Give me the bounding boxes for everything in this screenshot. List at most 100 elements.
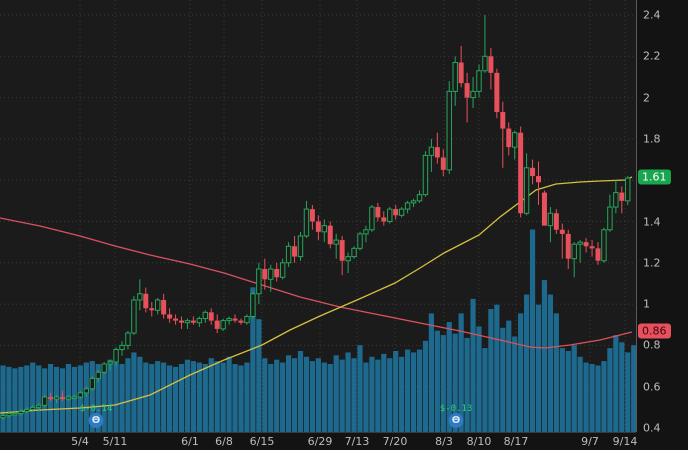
candle-down[interactable] [458,62,464,84]
candle-up[interactable] [202,311,209,320]
candle-down[interactable] [179,320,184,323]
candle-up[interactable] [226,318,232,322]
candle-down[interactable] [440,157,446,170]
candle-up[interactable] [41,396,48,406]
candle-up[interactable] [220,320,226,330]
candle-up[interactable] [422,154,429,196]
candle-up[interactable] [12,413,18,416]
candle-down[interactable] [143,293,149,309]
candle-down[interactable] [375,207,381,218]
candle-up[interactable] [369,206,375,231]
candle-up[interactable] [155,299,161,311]
candle-up[interactable] [250,293,256,317]
candle-up[interactable] [256,268,262,295]
candle-up[interactable] [184,320,191,324]
candle-up[interactable] [113,349,119,363]
candle-down[interactable] [536,176,541,183]
candle-up[interactable] [613,192,619,208]
candle-down[interactable] [464,83,470,98]
candle-up[interactable] [71,396,78,400]
candle-up[interactable] [404,202,411,210]
candle-up[interactable] [30,406,36,410]
candle-up[interactable] [601,229,607,262]
candle-down[interactable] [506,128,512,148]
candle-down[interactable] [232,318,238,321]
candle-up[interactable] [625,177,631,202]
candle-down[interactable] [327,225,333,245]
candle-up[interactable] [476,70,482,92]
candle-up[interactable] [101,363,107,373]
candle-up[interactable] [18,410,24,415]
candle-down[interactable] [488,56,494,73]
candle-up[interactable] [77,392,84,398]
candle-up[interactable] [357,233,363,249]
candle-down[interactable] [494,72,500,113]
candle-down[interactable] [167,314,173,319]
candle-down[interactable] [589,246,595,249]
candle-up[interactable] [512,132,518,148]
candle-up[interactable] [137,293,143,301]
candle-up[interactable] [196,318,203,324]
candle-up[interactable] [285,245,292,264]
candle-up[interactable] [125,332,131,346]
candle-down[interactable] [161,299,167,315]
candle-down[interactable] [274,268,280,278]
candle-down[interactable] [149,308,155,311]
candle-down[interactable] [208,312,214,321]
candle-down[interactable] [619,192,625,201]
candle-up[interactable] [387,208,393,223]
candle-up[interactable] [131,299,137,334]
candle-up[interactable] [416,194,423,202]
candle-up[interactable] [65,396,72,400]
candle-up[interactable] [119,344,125,351]
candle-up[interactable] [53,396,60,400]
candle-up[interactable] [410,200,417,204]
candle-up[interactable] [607,206,613,231]
candle-up[interactable] [321,225,328,233]
candle-up[interactable] [268,268,274,280]
candle-down[interactable] [583,242,589,247]
candle-up[interactable] [303,208,310,237]
candle-up[interactable] [452,61,458,92]
candle-up[interactable] [446,90,452,171]
candle-up[interactable] [0,415,6,419]
candle-up[interactable] [107,361,113,365]
candle-up[interactable] [244,315,250,324]
candle-down[interactable] [309,209,315,222]
candle-down[interactable] [559,229,565,234]
candle-down[interactable] [315,221,321,232]
candle-down[interactable] [518,132,524,214]
candle-up[interactable] [577,241,583,245]
candle-up[interactable] [547,212,554,227]
candle-up[interactable] [6,413,12,417]
candle-down[interactable] [553,213,559,230]
candle-down[interactable] [173,318,179,321]
candle-up[interactable] [470,90,476,99]
candle-down[interactable] [190,320,196,323]
earnings-lightbulb-icon[interactable]: Θ [88,413,104,428]
candle-down[interactable] [48,397,54,400]
candle-up[interactable] [95,371,101,379]
candle-down[interactable] [214,320,220,329]
candle-up[interactable] [398,208,405,216]
candle-up[interactable] [428,146,435,156]
candle-down[interactable] [60,397,65,400]
candle-down[interactable] [595,248,601,261]
candle-down[interactable] [381,217,387,222]
candle-up[interactable] [351,247,357,258]
candle-up[interactable] [279,262,286,278]
candle-down[interactable] [565,233,571,259]
candle-down[interactable] [434,147,440,158]
candle-up[interactable] [363,229,369,235]
candle-up[interactable] [571,243,577,260]
candle-up[interactable] [345,256,351,262]
candle-down[interactable] [500,112,506,129]
candle-up[interactable] [333,239,339,245]
candle-up[interactable] [24,408,30,412]
candle-down[interactable] [262,268,268,280]
candle-down[interactable] [292,246,298,257]
candle-down[interactable] [393,209,399,216]
candle-up[interactable] [523,167,530,214]
earnings-lightbulb-icon[interactable]: Θ [448,413,464,428]
